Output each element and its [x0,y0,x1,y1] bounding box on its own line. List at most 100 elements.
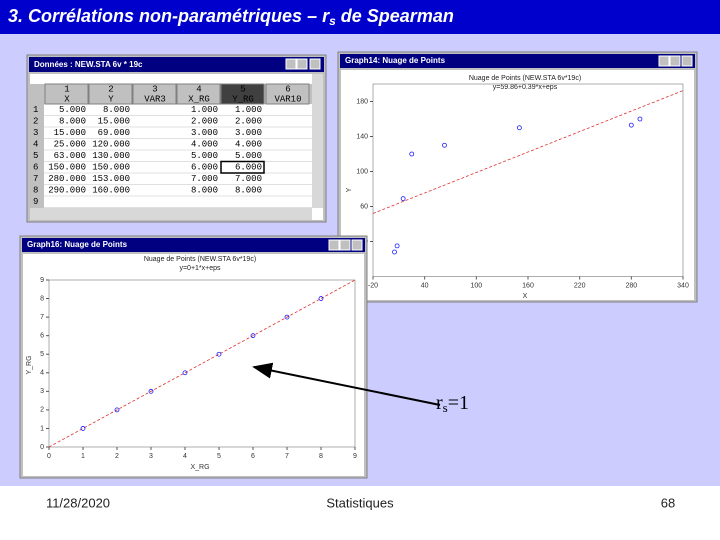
table-window: Données : NEW.STA 6v * 19c 1X2Y3VAR34X_R… [26,54,327,223]
v-scrollbar[interactable] [312,74,323,208]
min-button[interactable] [658,55,670,67]
y-tick-label: 0 [40,444,44,451]
x-tick-label: 340 [677,282,689,289]
graph-window: Graph16: Nuage de Points Nuage de Points… [19,235,368,479]
cell: 4.000 [191,140,218,150]
max-button[interactable] [296,58,308,70]
point [148,388,154,394]
point [409,151,415,157]
cell: 5.000 [235,151,262,161]
cell: 2.000 [235,117,262,127]
column-name: VAR3 [144,94,166,104]
cell: 8.000 [191,186,218,196]
cell: 150.000 [48,163,86,173]
y-tick-label: 7 [40,314,44,321]
column-number: 2 [108,84,113,94]
plot-canvas [341,70,694,300]
plot-frame [48,279,356,448]
column-number: 5 [240,84,245,94]
footer-date: 11/28/2020 [46,495,110,510]
window-titlebar[interactable] [340,54,695,68]
x-tick-label: 280 [625,282,637,289]
cell: 280.000 [48,174,86,184]
x-tick-label: 5 [217,453,221,460]
window-title: Graph14: Nuage de Points [345,56,446,65]
fit-line [49,280,355,447]
x-tick-label: 100 [470,282,482,289]
cell: 69.000 [98,128,130,138]
column-header [44,83,89,105]
annotation: rs=1 [436,392,469,415]
column-number: 3 [152,84,157,94]
column-number: 1 [64,84,69,94]
cell: 8.000 [103,105,130,115]
y-tick-label: 5 [40,351,44,358]
column-name: Y_RG [232,94,254,104]
x-tick-label: 3 [149,453,153,460]
column-number: 6 [285,84,290,94]
title-bar [0,0,720,34]
column-header [220,83,265,105]
y-tick-label: 9 [40,277,44,284]
y-tick-label: 1 [40,425,44,432]
close-button[interactable] [681,55,693,67]
plot-subtitle: y=59.86+0.39*x+eps [493,84,558,91]
cell: 15.000 [54,128,86,138]
footer-page: 68 [661,495,675,510]
max-button[interactable] [339,239,351,251]
y-tick-label: 100 [356,168,368,175]
cell: 63.000 [54,151,86,161]
cell: 15.000 [98,117,130,127]
point [80,426,86,431]
column-number: 4 [196,84,201,94]
row-label: 8 [33,186,38,196]
column-name: VAR10 [274,94,301,104]
cell: 8.000 [235,186,262,196]
point [250,333,256,339]
row-label: 4 [33,140,38,150]
point [637,116,643,122]
point [400,196,406,202]
cell: 160.000 [92,186,130,196]
cell: 120.000 [92,140,130,150]
x-tick-label: 1 [81,453,85,460]
graph-window: Graph14: Nuage de Points Nuage de Points… [337,51,698,303]
y-tick-label: 8 [40,295,44,302]
min-button[interactable] [328,239,340,251]
arrow [252,362,441,406]
row-label: 3 [33,128,38,138]
cell: 5.000 [191,151,218,161]
cell: 6.000 [235,163,262,173]
min-button[interactable] [285,58,297,70]
close-button[interactable] [309,58,321,70]
x-tick-label: 2 [115,453,119,460]
y-tick-label: 6 [40,333,44,340]
x-tick-label: 6 [251,453,255,460]
annotation-end: =1 [448,392,469,414]
window-titlebar[interactable] [22,238,365,252]
window-titlebar[interactable] [29,57,324,72]
x-tick-label: 9 [353,453,357,460]
x-tick-label: 220 [574,282,586,289]
column-name: X [64,94,70,104]
column-header [265,83,310,105]
active-cell [220,160,265,174]
close-button[interactable] [351,239,363,251]
y-tick-label: 60 [360,203,368,210]
window-title: Graph16: Nuage de Points [27,240,128,249]
y-tick-label: 140 [356,133,368,140]
x-tick-label: -20 [368,282,378,289]
window-buttons [285,58,321,70]
max-button[interactable] [669,55,681,67]
y-tick-label: 2 [40,407,44,414]
column-header [176,83,221,105]
plot-canvas [23,254,364,476]
cell: 7.000 [235,174,262,184]
column-name: Y [108,94,114,104]
slide-title: 3. Corrélations non-paramétriques – rs d… [8,6,454,28]
column-name: X_RG [188,94,210,104]
y-axis-label: Y_RG [26,355,33,374]
h-scrollbar[interactable] [30,208,312,220]
x-tick-label: 4 [183,453,187,460]
y-axis-label: Y [346,187,353,192]
